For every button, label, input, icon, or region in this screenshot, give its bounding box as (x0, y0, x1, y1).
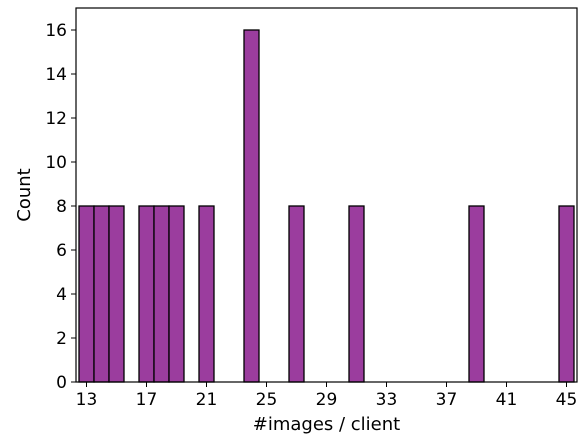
y-tick-label: 4 (56, 285, 67, 305)
y-tick-label: 14 (45, 65, 67, 85)
histogram-bar (93, 205, 110, 383)
histogram-bar (468, 205, 485, 383)
histogram-bar (558, 205, 575, 383)
x-tick-label: 29 (316, 390, 338, 410)
plot-frame (75, 7, 578, 383)
y-tick-label: 12 (45, 109, 67, 129)
histogram-bar (108, 205, 125, 383)
histogram-bar (198, 205, 215, 383)
x-tick-label: 45 (556, 390, 578, 410)
y-axis-label: Count (14, 168, 35, 221)
x-tick-label: 21 (196, 390, 218, 410)
x-tick-label: 25 (256, 390, 278, 410)
y-tick-label: 16 (45, 21, 67, 41)
histogram-bar (348, 205, 365, 383)
histogram-bar (168, 205, 185, 383)
histogram-bar (138, 205, 155, 383)
histogram-bar (243, 29, 260, 383)
histogram-bar (78, 205, 95, 383)
histogram-bar (153, 205, 170, 383)
y-tick-label: 6 (56, 241, 67, 261)
x-tick-label: 17 (136, 390, 158, 410)
y-tick-label: 2 (56, 329, 67, 349)
bars-group (78, 29, 575, 383)
x-ticks-group: 13 17 21 25 29 33 37 41 45 (76, 382, 578, 410)
x-tick-label: 33 (376, 390, 398, 410)
x-tick-label: 13 (76, 390, 98, 410)
y-ticks-group: 0 2 4 6 8 10 12 14 16 (45, 21, 76, 393)
x-tick-label: 41 (496, 390, 518, 410)
y-tick-label: 8 (56, 197, 67, 217)
histogram-bar (288, 205, 305, 383)
y-tick-label: 10 (45, 153, 67, 173)
x-axis-label: #images / client (253, 414, 400, 435)
x-tick-label: 37 (436, 390, 458, 410)
y-tick-label: 0 (56, 373, 67, 393)
